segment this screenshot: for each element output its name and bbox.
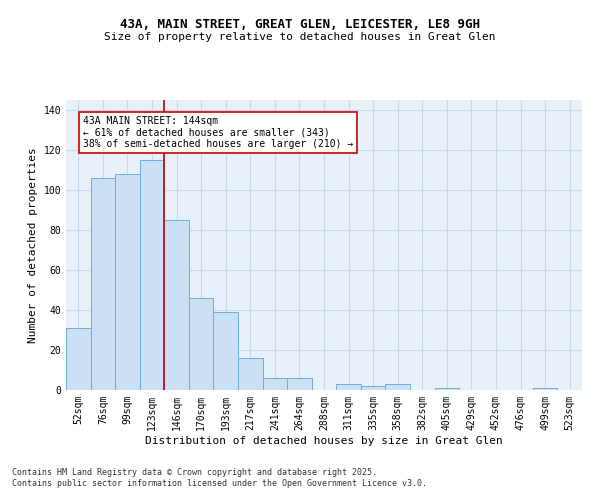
Text: Contains HM Land Registry data © Crown copyright and database right 2025.
Contai: Contains HM Land Registry data © Crown c… (12, 468, 427, 487)
Bar (164, 220, 189, 390)
Bar (385, 384, 410, 390)
Text: 43A MAIN STREET: 144sqm
← 61% of detached houses are smaller (343)
38% of semi-d: 43A MAIN STREET: 144sqm ← 61% of detache… (83, 116, 353, 149)
Text: 43A, MAIN STREET, GREAT GLEN, LEICESTER, LE8 9GH: 43A, MAIN STREET, GREAT GLEN, LEICESTER,… (120, 18, 480, 30)
Bar (115, 174, 140, 390)
Bar (91, 178, 115, 390)
Bar (336, 384, 361, 390)
Bar (287, 378, 312, 390)
Bar (263, 378, 287, 390)
X-axis label: Distribution of detached houses by size in Great Glen: Distribution of detached houses by size … (145, 436, 503, 446)
Y-axis label: Number of detached properties: Number of detached properties (28, 147, 38, 343)
Bar (66, 328, 91, 390)
Bar (140, 160, 164, 390)
Bar (533, 388, 557, 390)
Bar (434, 388, 459, 390)
Bar (214, 312, 238, 390)
Bar (238, 358, 263, 390)
Text: Size of property relative to detached houses in Great Glen: Size of property relative to detached ho… (104, 32, 496, 42)
Bar (189, 298, 214, 390)
Bar (361, 386, 385, 390)
